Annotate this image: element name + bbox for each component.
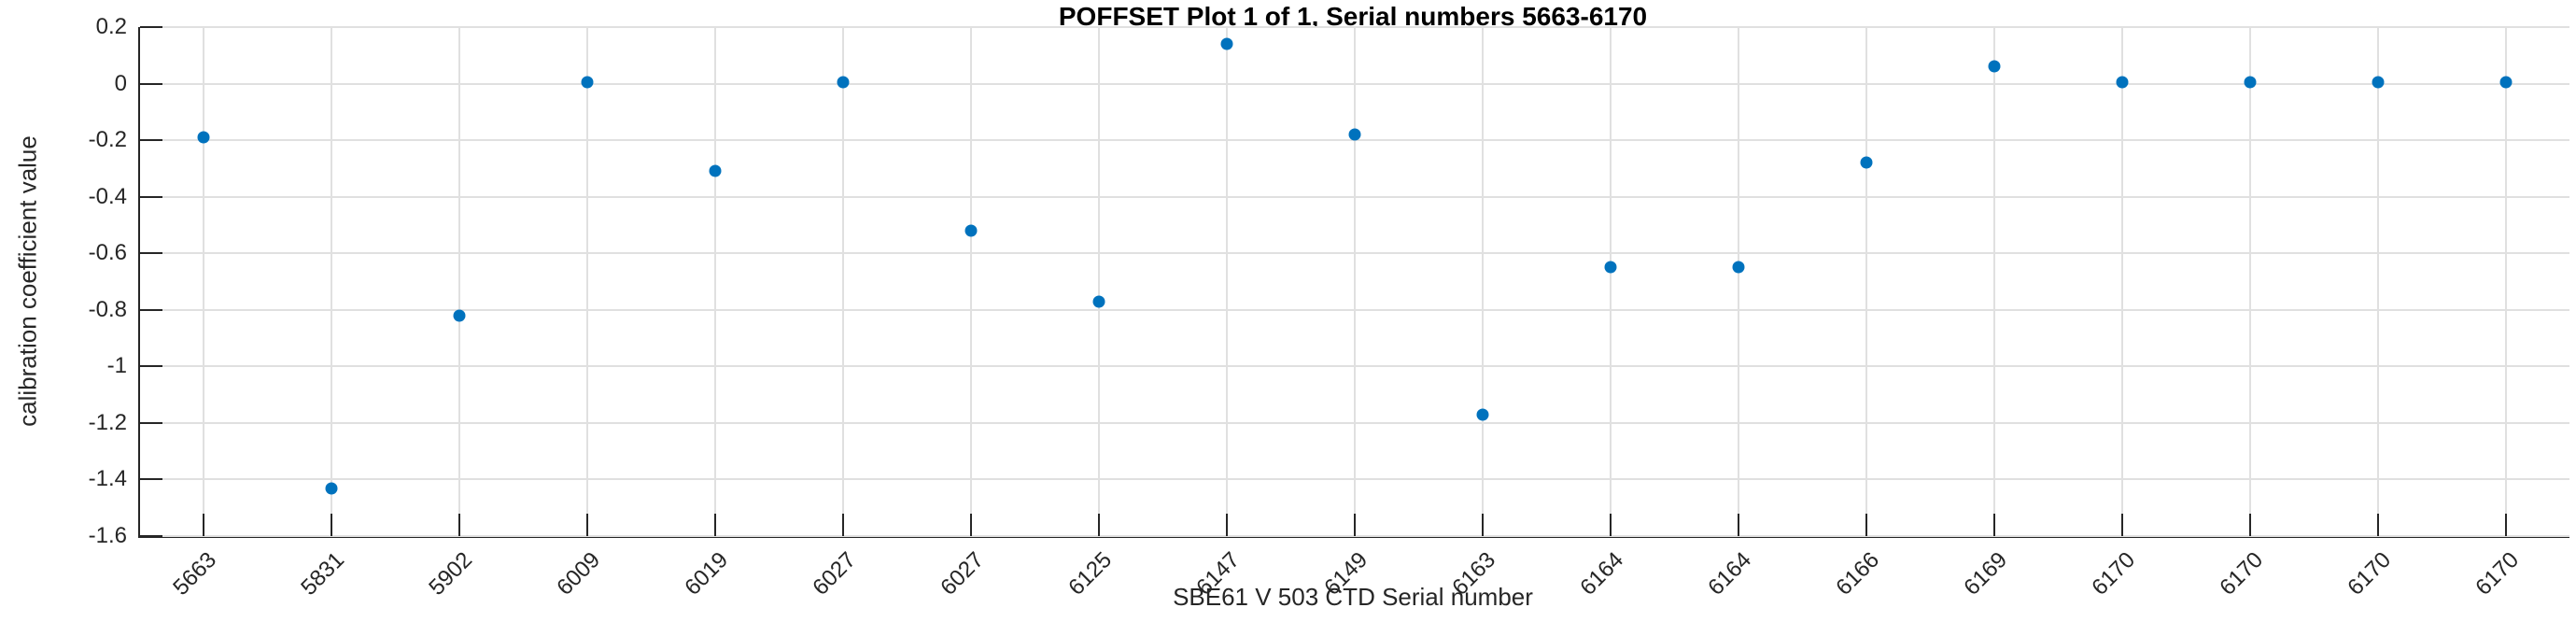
horizontal-gridline: [140, 535, 2569, 537]
y-tick-mark: [140, 82, 162, 85]
y-tick-mark: [140, 139, 162, 142]
vertical-gridline: [2120, 27, 2123, 536]
x-tick-mark: [2376, 514, 2379, 536]
data-point-marker: [453, 309, 466, 322]
vertical-gridline: [2504, 27, 2507, 536]
x-tick-mark: [1354, 514, 1356, 536]
y-tick-label: -0.8: [88, 296, 127, 322]
data-point-marker: [709, 164, 722, 177]
data-point-marker: [2116, 76, 2129, 89]
data-point-marker: [2372, 76, 2385, 89]
data-point-marker: [1476, 408, 1489, 421]
x-tick-mark: [1226, 514, 1229, 536]
data-point-marker: [964, 224, 978, 237]
data-point-marker: [2499, 76, 2513, 89]
y-tick-label: -1.6: [88, 523, 127, 548]
chart-title: POFFSET Plot 1 of 1, Serial numbers 5663…: [1058, 2, 1648, 31]
x-tick-mark: [331, 514, 333, 536]
x-tick-mark: [203, 514, 205, 536]
data-point-marker: [1220, 37, 1233, 50]
x-tick-label: 5831: [296, 547, 350, 601]
data-point-marker: [1732, 261, 1745, 274]
y-tick-mark: [140, 195, 162, 198]
x-tick-label: 6164: [1575, 547, 1628, 601]
x-tick-label: 6169: [1958, 547, 2012, 601]
y-tick-label: 0: [114, 70, 127, 96]
x-tick-label: 6027: [936, 547, 990, 601]
y-tick-label: -0.6: [88, 240, 127, 266]
x-tick-mark: [714, 514, 717, 536]
x-tick-mark: [842, 514, 845, 536]
y-tick-label: -1.2: [88, 409, 127, 435]
y-tick-mark: [140, 365, 162, 368]
vertical-gridline: [2248, 27, 2251, 536]
data-point-marker: [1092, 295, 1105, 308]
y-tick-mark: [140, 535, 162, 537]
vertical-gridline: [1354, 27, 1356, 536]
vertical-gridline: [1737, 27, 1739, 536]
x-tick-label: 6170: [2086, 547, 2140, 601]
y-tick-label: -0.4: [88, 183, 127, 209]
plot-area: 0.2 0 -0.2 -0.4 -0.6 -0.8 -1 -1.2 -1.4 -1.6 5663 58…: [89, 14, 2569, 601]
x-tick-mark: [586, 514, 589, 536]
vertical-gridline: [842, 27, 845, 536]
vertical-gridline: [2376, 27, 2379, 536]
vertical-gridline: [458, 27, 461, 536]
x-tick-mark: [1098, 514, 1101, 536]
x-axis-label: SBE61 V 503 CTD Serial number: [1173, 583, 1533, 611]
data-point-marker: [1604, 261, 1617, 274]
x-tick-mark: [2120, 514, 2123, 536]
x-tick-label: 6027: [808, 547, 862, 601]
x-tick-mark: [1865, 514, 1867, 536]
y-tick-label: -1: [106, 353, 127, 379]
x-tick-label: 6164: [1703, 547, 1756, 601]
vertical-gridline: [1481, 27, 1484, 536]
x-tick-label: 6166: [1831, 547, 1884, 601]
y-tick-mark: [140, 308, 162, 311]
y-tick-label: 0.2: [95, 14, 127, 39]
vertical-gridline: [1992, 27, 1995, 536]
vertical-gridline: [1226, 27, 1229, 536]
data-point-marker: [325, 482, 338, 495]
vertical-gridline: [203, 27, 205, 536]
x-tick-label: 6125: [1063, 547, 1118, 601]
y-tick-mark: [140, 252, 162, 255]
x-tick-label: 6170: [2342, 547, 2396, 601]
x-tick-mark: [1737, 514, 1739, 536]
data-point-marker: [1860, 156, 1873, 169]
x-tick-label: 6170: [2470, 547, 2524, 601]
x-tick-mark: [1609, 514, 1612, 536]
vertical-gridline: [970, 27, 973, 536]
x-tick-label: 5902: [424, 547, 478, 601]
x-tick-mark: [1481, 514, 1484, 536]
data-point-marker: [1348, 128, 1361, 141]
x-tick-mark: [458, 514, 461, 536]
vertical-gridline: [1098, 27, 1101, 536]
x-tick-mark: [1992, 514, 1995, 536]
vertical-gridline: [1865, 27, 1867, 536]
data-point-marker: [1988, 60, 2001, 73]
y-tick-mark: [140, 478, 162, 481]
x-tick-label: 6170: [2214, 547, 2268, 601]
x-tick-label: 6009: [552, 547, 606, 601]
y-tick-label: -0.2: [88, 127, 127, 153]
y-tick-mark: [140, 26, 162, 28]
x-tick-mark: [2504, 514, 2507, 536]
data-point-marker: [2244, 76, 2257, 89]
vertical-gridline: [1609, 27, 1612, 536]
data-point-marker: [581, 76, 594, 89]
data-point-marker: [197, 131, 210, 144]
vertical-gridline: [586, 27, 589, 536]
y-tick-label: -1.4: [88, 466, 127, 492]
y-axis-label: calibration coefficient value: [13, 135, 42, 427]
x-tick-label: 6019: [680, 547, 734, 601]
x-tick-mark: [970, 514, 973, 536]
x-tick-label: 5663: [168, 547, 222, 601]
y-tick-mark: [140, 421, 162, 424]
data-point-marker: [837, 76, 850, 89]
x-tick-mark: [2248, 514, 2251, 536]
vertical-gridline: [714, 27, 717, 536]
vertical-gridline: [331, 27, 333, 536]
